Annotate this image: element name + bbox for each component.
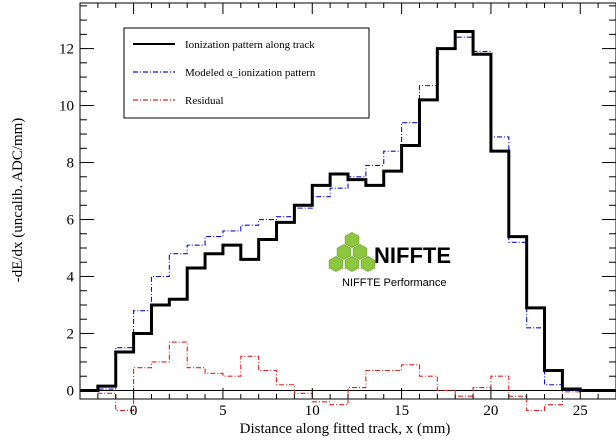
niffte-watermark: NIFFTE NIFFTE Performance [328, 232, 451, 289]
legend-label-residual: Residual [185, 95, 224, 107]
logo-hex [328, 256, 344, 272]
x-tick-label: 0 [130, 403, 138, 419]
logo-hex [344, 232, 360, 248]
y-tick-label: 10 [59, 99, 74, 115]
logo-hex [336, 244, 352, 260]
watermark-subtitle: NIFFTE Performance [342, 277, 447, 289]
series-line-0 [80, 29, 616, 392]
y-tick-label: 8 [67, 156, 75, 172]
series-line-2 [80, 341, 616, 411]
x-tick-label: 5 [219, 403, 227, 419]
logo-hex [352, 244, 368, 260]
axis-layer: 0 5 10 15 20 25 0 2 4 6 8 10 12 [59, 3, 616, 419]
y-axis-title: -dE/dx (uncalib. ADC/mm) [10, 118, 26, 283]
y-tick-label: 6 [67, 213, 75, 229]
legend-label-model: Modeled α_ionization pattern [185, 67, 316, 79]
x-tick-label: 10 [305, 403, 320, 419]
legend-label-ionization: Ionization pattern along track [185, 39, 315, 51]
x-tick-label: 20 [483, 403, 498, 419]
series-layer [80, 29, 616, 411]
logo-hex [360, 256, 376, 272]
x-tick-label: 15 [394, 403, 409, 419]
x-axis-title: Distance along fitted track, x (mm) [240, 421, 451, 437]
logo-hex [344, 256, 360, 272]
y-tick-label: 0 [67, 383, 75, 399]
x-tick-label: 25 [573, 403, 588, 419]
y-tick-label: 4 [67, 269, 75, 285]
watermark-logo-text: NIFFTE [374, 243, 451, 268]
y-tick-label: 12 [59, 42, 74, 58]
y-tick-label: 2 [67, 326, 75, 342]
niffte-logo-icon [328, 232, 376, 272]
legend: Ionization pattern along track Modeled α… [123, 27, 370, 119]
